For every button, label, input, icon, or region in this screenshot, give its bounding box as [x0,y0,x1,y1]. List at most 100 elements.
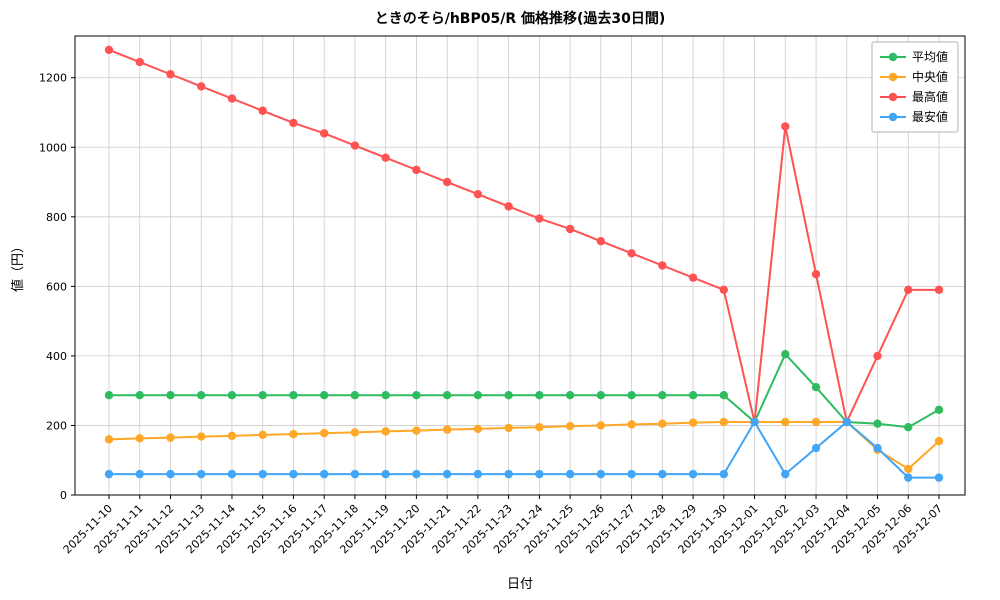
data-point [350,469,360,479]
data-point [719,417,729,427]
data-point [688,469,698,479]
legend-box [871,41,959,133]
data-point [904,473,913,482]
legend-marker-dot [888,72,898,82]
legend-label: 中央値 [912,69,948,84]
data-point [873,419,882,428]
data-point [934,285,944,295]
data-point [934,473,944,482]
data-point [811,443,821,453]
data-point [289,118,298,128]
data-point [166,391,175,400]
data-point [627,391,636,400]
data-point [135,57,144,67]
data-point [596,421,606,430]
y-axis-label: 値（円） [10,240,26,292]
data-point [289,469,298,479]
data-point [442,425,452,434]
data-point [381,153,390,162]
data-point [473,469,483,479]
data-point [504,469,513,479]
data-point [596,391,606,400]
data-point [565,421,575,431]
y-tick-label: 1200 [39,72,67,85]
data-point [535,422,544,432]
data-point [565,224,575,234]
grid [75,36,965,496]
data-point [873,443,882,453]
data-point [412,426,421,435]
series-line [108,420,940,471]
data-point [104,435,114,444]
data-point [350,428,360,437]
series-line [108,48,939,426]
legend-label: 最安値 [912,109,948,124]
data-point [319,391,329,400]
data-point [350,141,360,150]
data-point [688,391,698,400]
data-point [873,351,882,361]
x-axis-label: 日付 [507,577,533,592]
data-point [166,433,175,442]
data-point [166,469,175,479]
data-point [842,417,851,427]
data-point [504,202,513,211]
data-point [166,70,175,79]
data-point [565,391,575,400]
data-point [442,391,452,400]
data-point [412,165,421,175]
data-point [258,430,267,440]
legend-marker-dot [888,112,898,122]
data-point [319,129,329,138]
data-point [350,391,360,400]
data-point [596,236,606,246]
data-point [719,285,729,295]
data-point [197,469,206,479]
x-axis-ticks: 2025-11-102025-11-112025-11-122025-11-13… [61,495,945,556]
data-point [319,428,329,438]
data-point [258,391,267,400]
data-point [258,469,267,479]
data-point [135,469,144,479]
data-point [904,285,913,295]
y-tick-label: 1000 [39,141,67,154]
data-point [381,469,390,479]
data-point [473,190,483,199]
data-point [104,469,114,479]
data-point [535,469,544,479]
data-point [934,436,944,446]
data-point [473,424,483,434]
chart-title: ときのそら/hBP05/R 価格推移(過去30日間) [375,10,666,27]
series-line [109,420,939,479]
data-point [627,249,636,258]
data-point [811,417,821,427]
data-point [658,391,667,400]
data-point [227,469,237,479]
y-tick-label: 200 [46,419,67,432]
data-point [504,391,513,400]
data-point [934,405,944,415]
data-point [688,273,698,282]
y-tick-label: 800 [46,211,67,224]
data-point [135,434,144,443]
data-point [658,419,667,428]
y-tick-label: 600 [46,280,67,293]
data-point [258,106,267,115]
data-point [197,82,206,91]
data-point [442,469,452,479]
data-point [412,391,421,400]
data-point [904,422,913,432]
data-point [381,391,390,400]
data-point [811,383,821,392]
data-point [319,469,329,479]
data-point [565,469,575,479]
data-point [658,469,667,479]
data-point [504,423,513,433]
data-point [104,391,114,400]
data-point [719,391,729,400]
data-point [197,432,206,441]
data-point [781,417,790,427]
